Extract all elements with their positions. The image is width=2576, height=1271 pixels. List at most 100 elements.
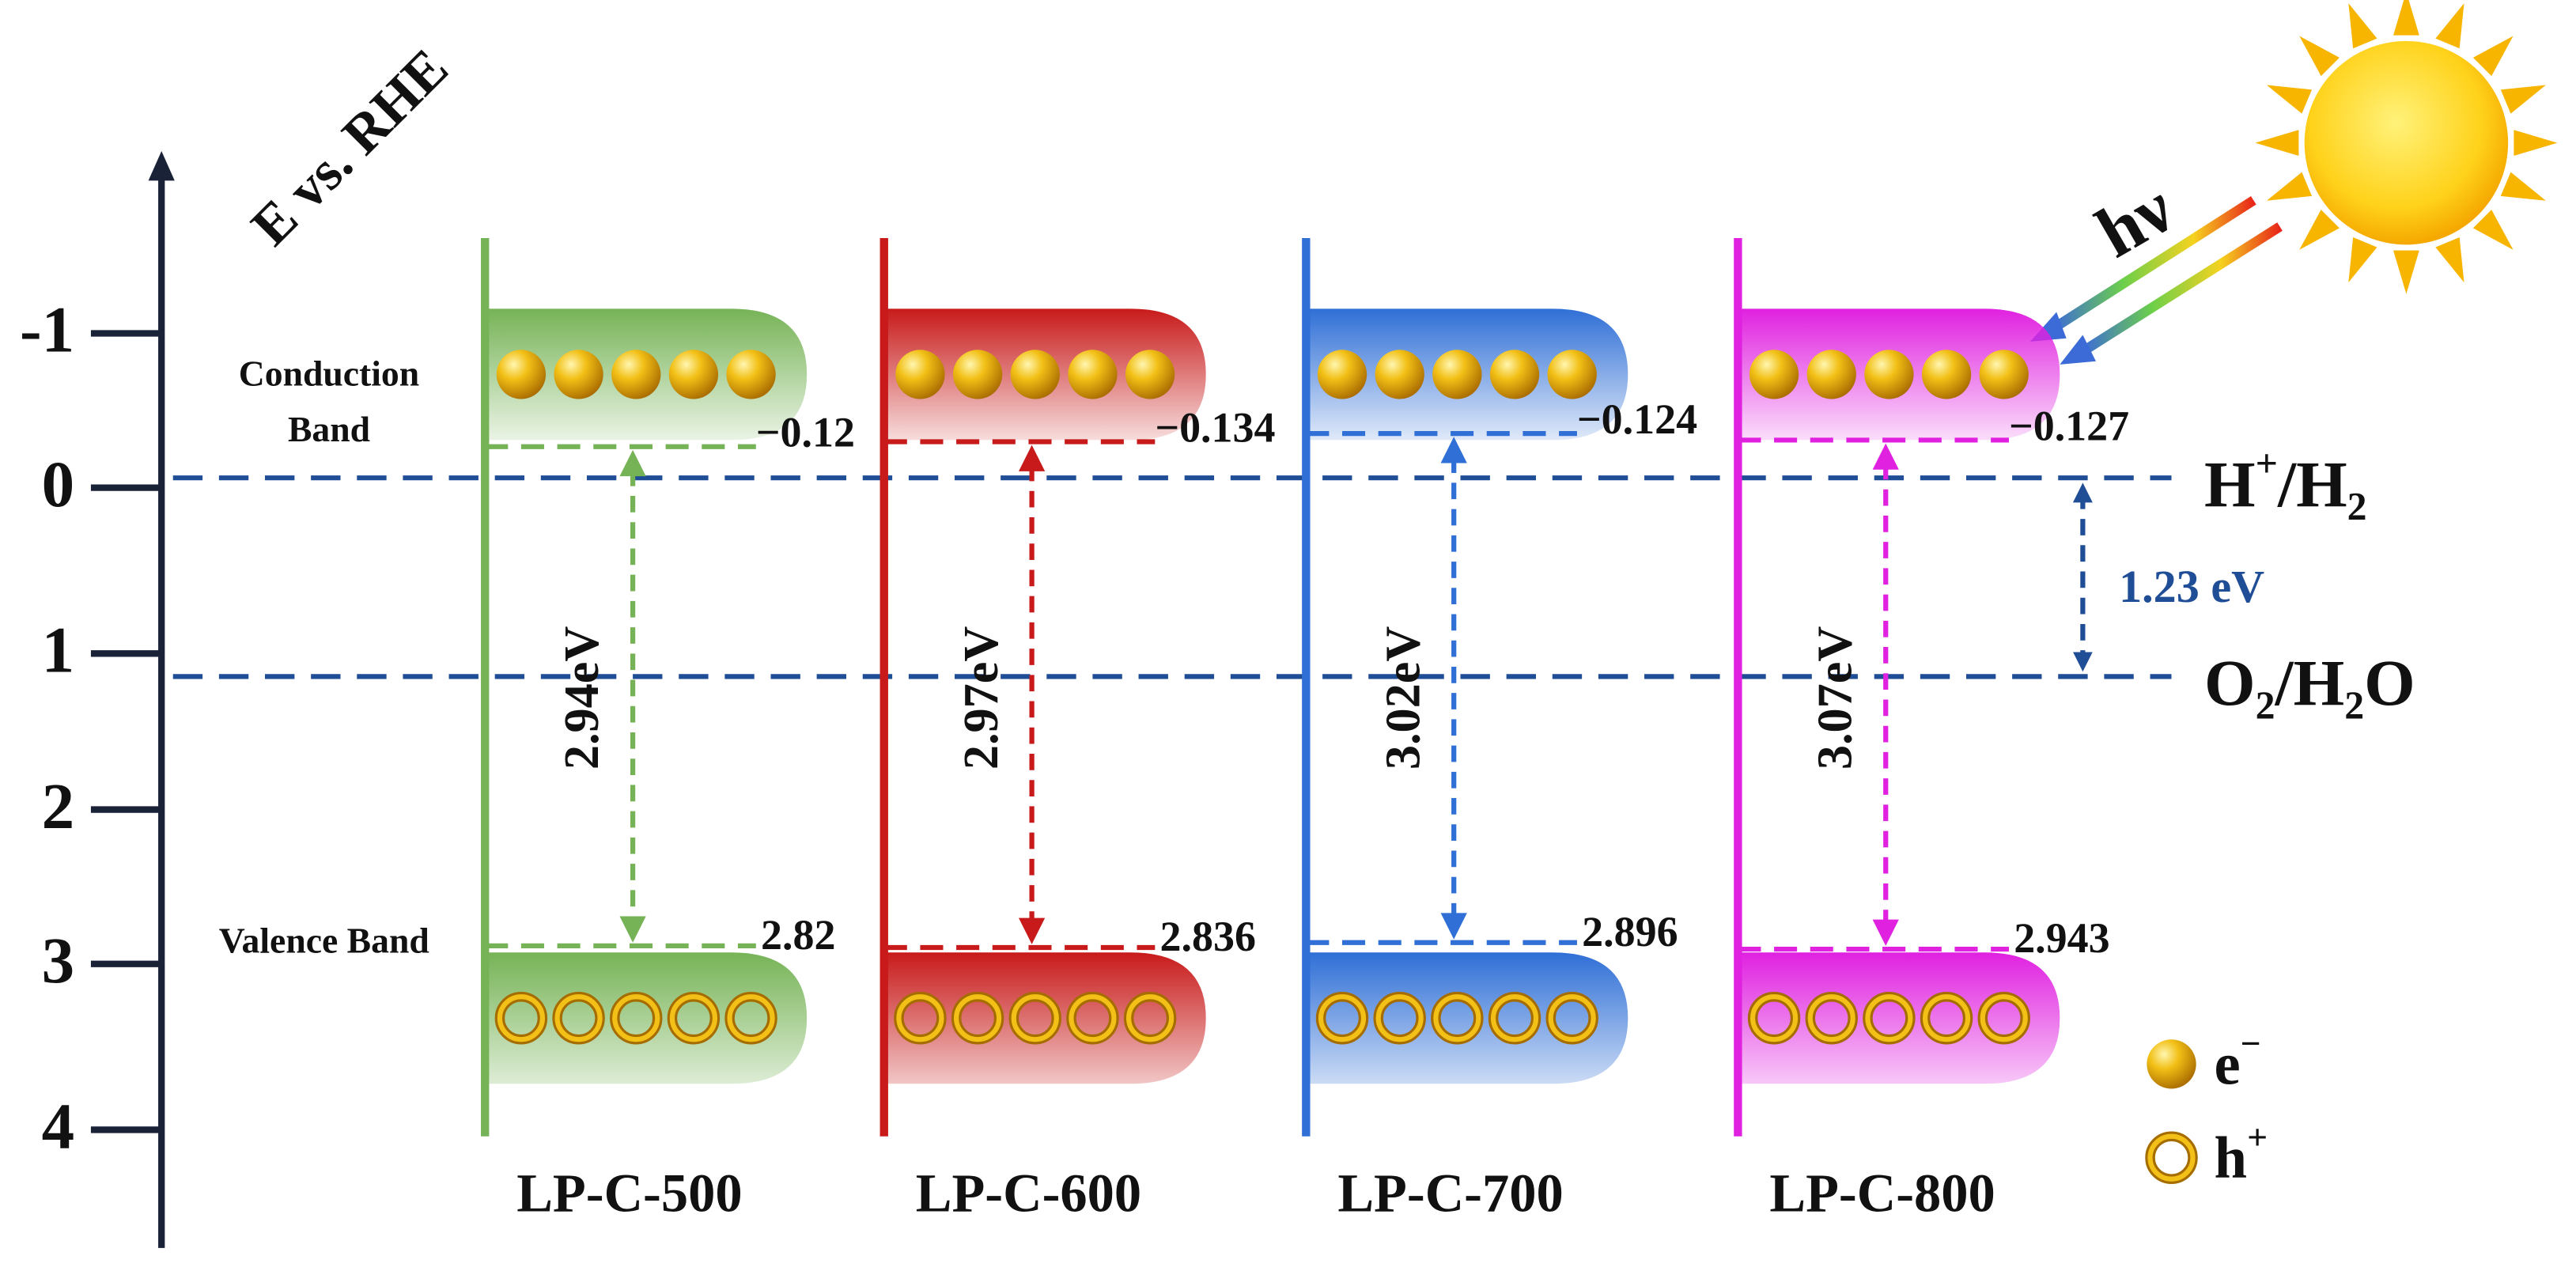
hole-highlight	[1749, 994, 1799, 1042]
axis-title: E vs. RHE	[240, 37, 460, 257]
electron	[554, 350, 603, 399]
electron	[1864, 350, 1914, 399]
valence-band	[485, 952, 808, 1084]
hole-highlight	[1433, 994, 1481, 1042]
cb-value: −0.12	[756, 409, 855, 456]
hole-highlight	[1980, 994, 2028, 1042]
gap-arrowhead	[1440, 913, 1467, 940]
electron	[1979, 350, 2029, 399]
sun-ray	[2266, 172, 2313, 201]
valence-band	[1306, 952, 1628, 1084]
vb-value: 2.836	[1160, 913, 1256, 960]
hole-highlight	[669, 994, 718, 1042]
valence-band	[1738, 952, 2060, 1084]
sample-name: LP-C-600	[916, 1163, 1141, 1223]
potential-gap-label: 1.23 eV	[2119, 561, 2264, 612]
hole-highlight	[554, 994, 603, 1042]
level-label-part: 2	[2347, 485, 2367, 528]
level-label-part: H	[2204, 448, 2256, 520]
vb-value: 2.82	[761, 911, 835, 959]
electron	[1547, 350, 1597, 399]
sun-ray	[2348, 237, 2377, 283]
level-label-part: /H	[2277, 448, 2347, 520]
valence-band-label: Valence Band	[219, 920, 429, 960]
gap-arrowhead	[1872, 443, 1899, 470]
level-label: O2/H2O	[2204, 646, 2415, 727]
gap-label: 3.02eV	[1376, 626, 1430, 770]
electron	[496, 350, 547, 399]
legend-label: e−	[2214, 1023, 2260, 1098]
sun-ray	[2500, 172, 2546, 201]
sample-name: LP-C-500	[516, 1163, 742, 1223]
gap-arrowhead	[1018, 917, 1046, 944]
sample-column: −0.124 2.896 3.02eV LP-C-700	[1302, 238, 1697, 1223]
hole-highlight	[612, 994, 660, 1042]
sample-name: LP-C-700	[1337, 1163, 1563, 1223]
vb-value: 2.943	[2014, 914, 2109, 962]
sample-column: −0.127 2.943 3.07eV LP-C-800	[1734, 238, 2129, 1223]
hole-highlight	[953, 994, 1002, 1042]
gap-label: 2.94eV	[555, 626, 609, 770]
y-tick-label: 4	[42, 1090, 75, 1163]
gap-arrowhead	[1018, 444, 1046, 471]
sun-ray	[2299, 210, 2340, 250]
valence-band	[883, 952, 1206, 1084]
hole-highlight	[1375, 994, 1424, 1042]
sun-ray	[2514, 130, 2558, 157]
sun-ray	[2472, 36, 2514, 77]
level-label-part: 2	[2256, 683, 2275, 727]
hole-highlight	[1807, 994, 1855, 1042]
sun-ray	[2348, 3, 2377, 49]
hole-highlight	[1069, 994, 1117, 1042]
cb-value: −0.134	[1155, 403, 1275, 451]
gap-arrowhead	[619, 916, 646, 943]
light-arrowhead	[2060, 335, 2097, 365]
electron	[1489, 350, 1540, 399]
electron	[611, 350, 661, 399]
legend-label-part: +	[2247, 1117, 2268, 1157]
hole-highlight	[1922, 994, 1971, 1042]
sun-ray	[2435, 3, 2464, 49]
sample-name: LP-C-800	[1769, 1163, 1995, 1223]
sun-ray	[2299, 36, 2340, 77]
electron	[1432, 350, 1482, 399]
sun-ray	[2393, 250, 2419, 294]
conduction-band-label-line: Band	[288, 410, 370, 450]
gap-arrowhead	[1440, 437, 1467, 463]
level-label-part: O	[2204, 646, 2256, 719]
hole-highlight	[896, 994, 944, 1042]
sun-ray	[2266, 85, 2313, 114]
electron	[726, 350, 776, 399]
hole-highlight	[1490, 994, 1539, 1042]
y-tick-label: 3	[42, 924, 75, 997]
electron	[1010, 350, 1060, 399]
cb-value: −0.127	[2009, 402, 2129, 449]
sun-disc	[2304, 40, 2509, 245]
electron	[1125, 350, 1175, 399]
hole-highlight	[1318, 994, 1367, 1042]
level-label-part: /H	[2275, 646, 2345, 719]
electron	[1068, 350, 1118, 399]
light-ray	[2050, 196, 2256, 333]
sun	[2255, 0, 2558, 294]
hole-highlight	[1548, 994, 1596, 1042]
sample-column: −0.12 2.82 2.94eV LP-C-500	[481, 238, 855, 1223]
legend-label: h+	[2214, 1117, 2268, 1191]
vb-value: 2.896	[1582, 908, 1678, 955]
legend-label-part: −	[2241, 1023, 2261, 1064]
level-label-part: +	[2256, 442, 2278, 486]
hole-highlight	[497, 994, 546, 1042]
sun-ray	[2435, 237, 2464, 283]
y-tick-label: 2	[42, 770, 75, 842]
electron	[1317, 350, 1367, 399]
electron	[1921, 350, 1972, 399]
gap-label: 2.97eV	[955, 626, 1008, 770]
gap-arrowhead	[1872, 919, 1899, 946]
sun-ray	[2500, 85, 2546, 114]
hole-highlight	[727, 994, 775, 1042]
y-axis-arrow	[148, 151, 175, 181]
light-ray	[2080, 222, 2283, 356]
level-label: H+/H2	[2204, 442, 2367, 528]
